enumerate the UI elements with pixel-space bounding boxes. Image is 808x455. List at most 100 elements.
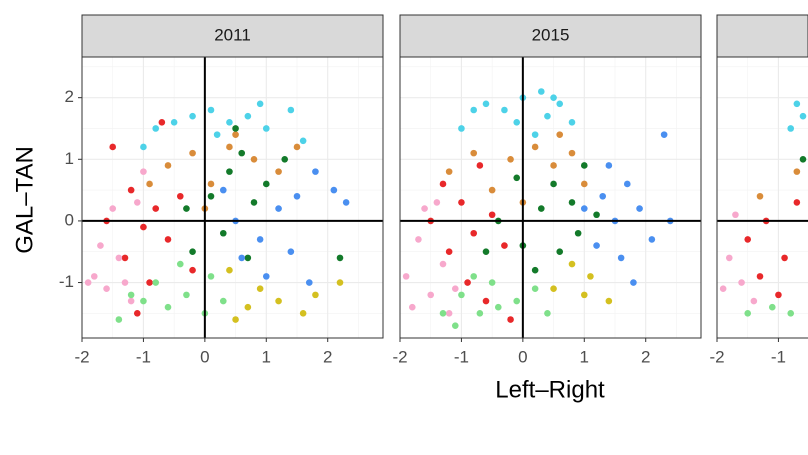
y-axis-title: GAL–TAN: [11, 146, 38, 254]
y-tick-label: 0: [65, 210, 74, 229]
point: [451, 322, 459, 329]
point: [433, 199, 441, 206]
point: [537, 88, 545, 95]
point: [256, 236, 264, 243]
point: [648, 236, 656, 243]
point: [133, 310, 141, 317]
point: [513, 297, 521, 305]
point: [488, 211, 496, 219]
point: [330, 186, 338, 194]
point: [140, 297, 147, 305]
x-tick-label: 1: [262, 347, 271, 366]
point: [556, 131, 564, 138]
point: [537, 205, 545, 212]
point: [799, 155, 807, 163]
point: [439, 310, 447, 317]
point: [445, 248, 453, 256]
facet-title: 2011: [214, 25, 251, 44]
point: [544, 112, 551, 120]
point: [787, 125, 795, 132]
point: [427, 291, 435, 299]
point: [121, 279, 129, 286]
point: [630, 279, 637, 286]
point: [189, 248, 196, 256]
point: [152, 125, 160, 132]
point: [140, 168, 147, 175]
point: [550, 285, 557, 293]
y-tick-label: 2: [65, 87, 74, 106]
point: [756, 192, 764, 200]
panel-border: [399, 56, 702, 339]
point: [482, 248, 490, 256]
point: [599, 192, 607, 200]
point: [244, 254, 252, 262]
point: [189, 149, 196, 157]
panel-background: [82, 57, 383, 338]
point: [207, 106, 215, 114]
point: [531, 285, 539, 293]
point: [232, 131, 239, 138]
point: [213, 131, 221, 138]
point: [470, 106, 478, 114]
x-tick-label: -2: [709, 347, 724, 366]
point: [207, 192, 215, 200]
point: [738, 279, 745, 286]
point: [488, 279, 496, 286]
point: [421, 205, 428, 212]
point: [580, 162, 588, 169]
point: [127, 186, 135, 194]
point: [476, 310, 484, 317]
point: [90, 273, 98, 280]
x-tick-label: 2: [641, 347, 650, 366]
point: [207, 180, 215, 188]
x-tick-label: 2: [323, 347, 332, 366]
point: [744, 236, 752, 243]
point: [482, 100, 490, 108]
point: [744, 310, 752, 317]
point: [115, 254, 123, 262]
point: [336, 279, 344, 286]
point: [470, 273, 478, 280]
point: [115, 316, 123, 323]
point: [127, 291, 135, 299]
point: [103, 285, 110, 293]
point: [312, 168, 319, 175]
point: [568, 119, 576, 126]
point: [244, 303, 252, 311]
point: [183, 205, 190, 212]
point: [219, 229, 227, 237]
point: [531, 266, 539, 274]
point: [458, 291, 465, 299]
point: [244, 112, 252, 120]
point: [550, 94, 557, 101]
point: [501, 242, 508, 249]
point: [305, 279, 313, 286]
point: [312, 291, 319, 299]
point: [256, 100, 264, 108]
x-axis-title: Left–Right: [495, 376, 605, 403]
point: [544, 310, 551, 317]
point: [133, 199, 141, 206]
point: [494, 303, 502, 311]
point: [262, 273, 270, 280]
point: [293, 143, 301, 151]
point: [176, 260, 184, 268]
point: [799, 112, 807, 120]
point: [580, 291, 588, 299]
point: [768, 303, 776, 311]
point: [580, 180, 588, 188]
point: [482, 297, 490, 305]
point: [513, 119, 521, 126]
x-tick-label: 0: [200, 347, 209, 366]
point: [109, 205, 117, 212]
point: [287, 106, 295, 114]
point: [275, 205, 282, 212]
point: [568, 149, 576, 157]
panel-background: [400, 57, 701, 338]
point: [146, 279, 153, 286]
point: [787, 310, 795, 317]
y-tick-label: 1: [65, 149, 74, 168]
point: [531, 143, 539, 151]
point: [470, 229, 478, 237]
point: [617, 254, 625, 262]
